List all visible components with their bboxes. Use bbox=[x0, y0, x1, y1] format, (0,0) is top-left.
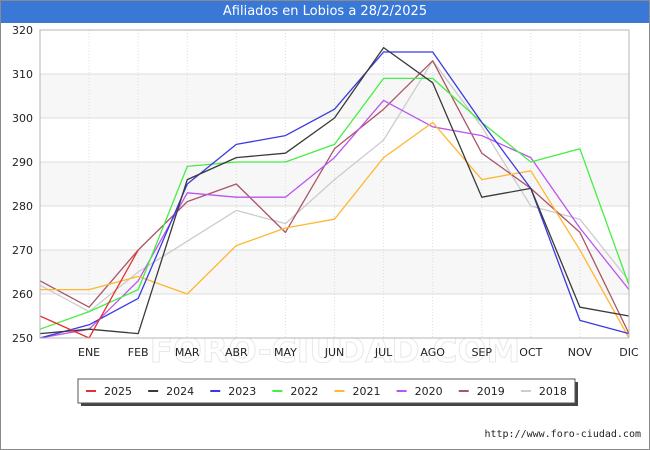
legend-label-2025: 2025 bbox=[104, 385, 132, 398]
legend-label-2018: 2018 bbox=[539, 385, 567, 398]
y-tick-label: 300 bbox=[12, 112, 33, 125]
x-tick-label: ABR bbox=[225, 346, 248, 359]
legend-label-2022: 2022 bbox=[290, 385, 318, 398]
x-tick-label: ENE bbox=[78, 346, 100, 359]
series-line-2024 bbox=[39, 46, 630, 335]
y-tick-label: 320 bbox=[12, 24, 33, 37]
series-line-2022 bbox=[39, 77, 630, 330]
y-tick-label: 260 bbox=[12, 288, 33, 301]
y-tick-label: 250 bbox=[12, 332, 33, 345]
footer-url: http://www.foro-ciudad.com bbox=[484, 429, 641, 440]
x-tick-label: DIC bbox=[619, 346, 639, 359]
legend-box bbox=[77, 378, 576, 404]
series-line-2021 bbox=[40, 121, 630, 339]
chart-title: Afiliados en Lobios a 28/2/2025 bbox=[1, 1, 649, 23]
legend-label-2021: 2021 bbox=[353, 385, 381, 398]
x-tick-label: OCT bbox=[519, 346, 542, 359]
legend-label-2024: 2024 bbox=[166, 385, 194, 398]
x-tick-label: JUN bbox=[324, 346, 345, 359]
x-tick-label: FEB bbox=[128, 346, 149, 359]
x-tick-label: NOV bbox=[568, 346, 593, 359]
x-tick-label: SEP bbox=[471, 346, 492, 359]
y-tick-label: 280 bbox=[12, 200, 33, 213]
x-tick-label: MAY bbox=[274, 346, 297, 359]
y-tick-label: 310 bbox=[12, 68, 33, 81]
series-line-2018 bbox=[39, 60, 630, 313]
x-tick-label: JUL bbox=[374, 346, 393, 359]
y-tick-label: 290 bbox=[12, 156, 33, 169]
legend-label-2023: 2023 bbox=[228, 385, 256, 398]
x-tick-label: AGO bbox=[420, 346, 445, 359]
legend-label-2020: 2020 bbox=[415, 385, 443, 398]
x-tick-label: MAR bbox=[175, 346, 200, 359]
series-line-2020 bbox=[39, 99, 630, 339]
legend-label-2019: 2019 bbox=[477, 385, 505, 398]
y-tick-label: 270 bbox=[12, 244, 33, 257]
plot-band bbox=[40, 118, 629, 162]
plot-border bbox=[39, 29, 630, 339]
